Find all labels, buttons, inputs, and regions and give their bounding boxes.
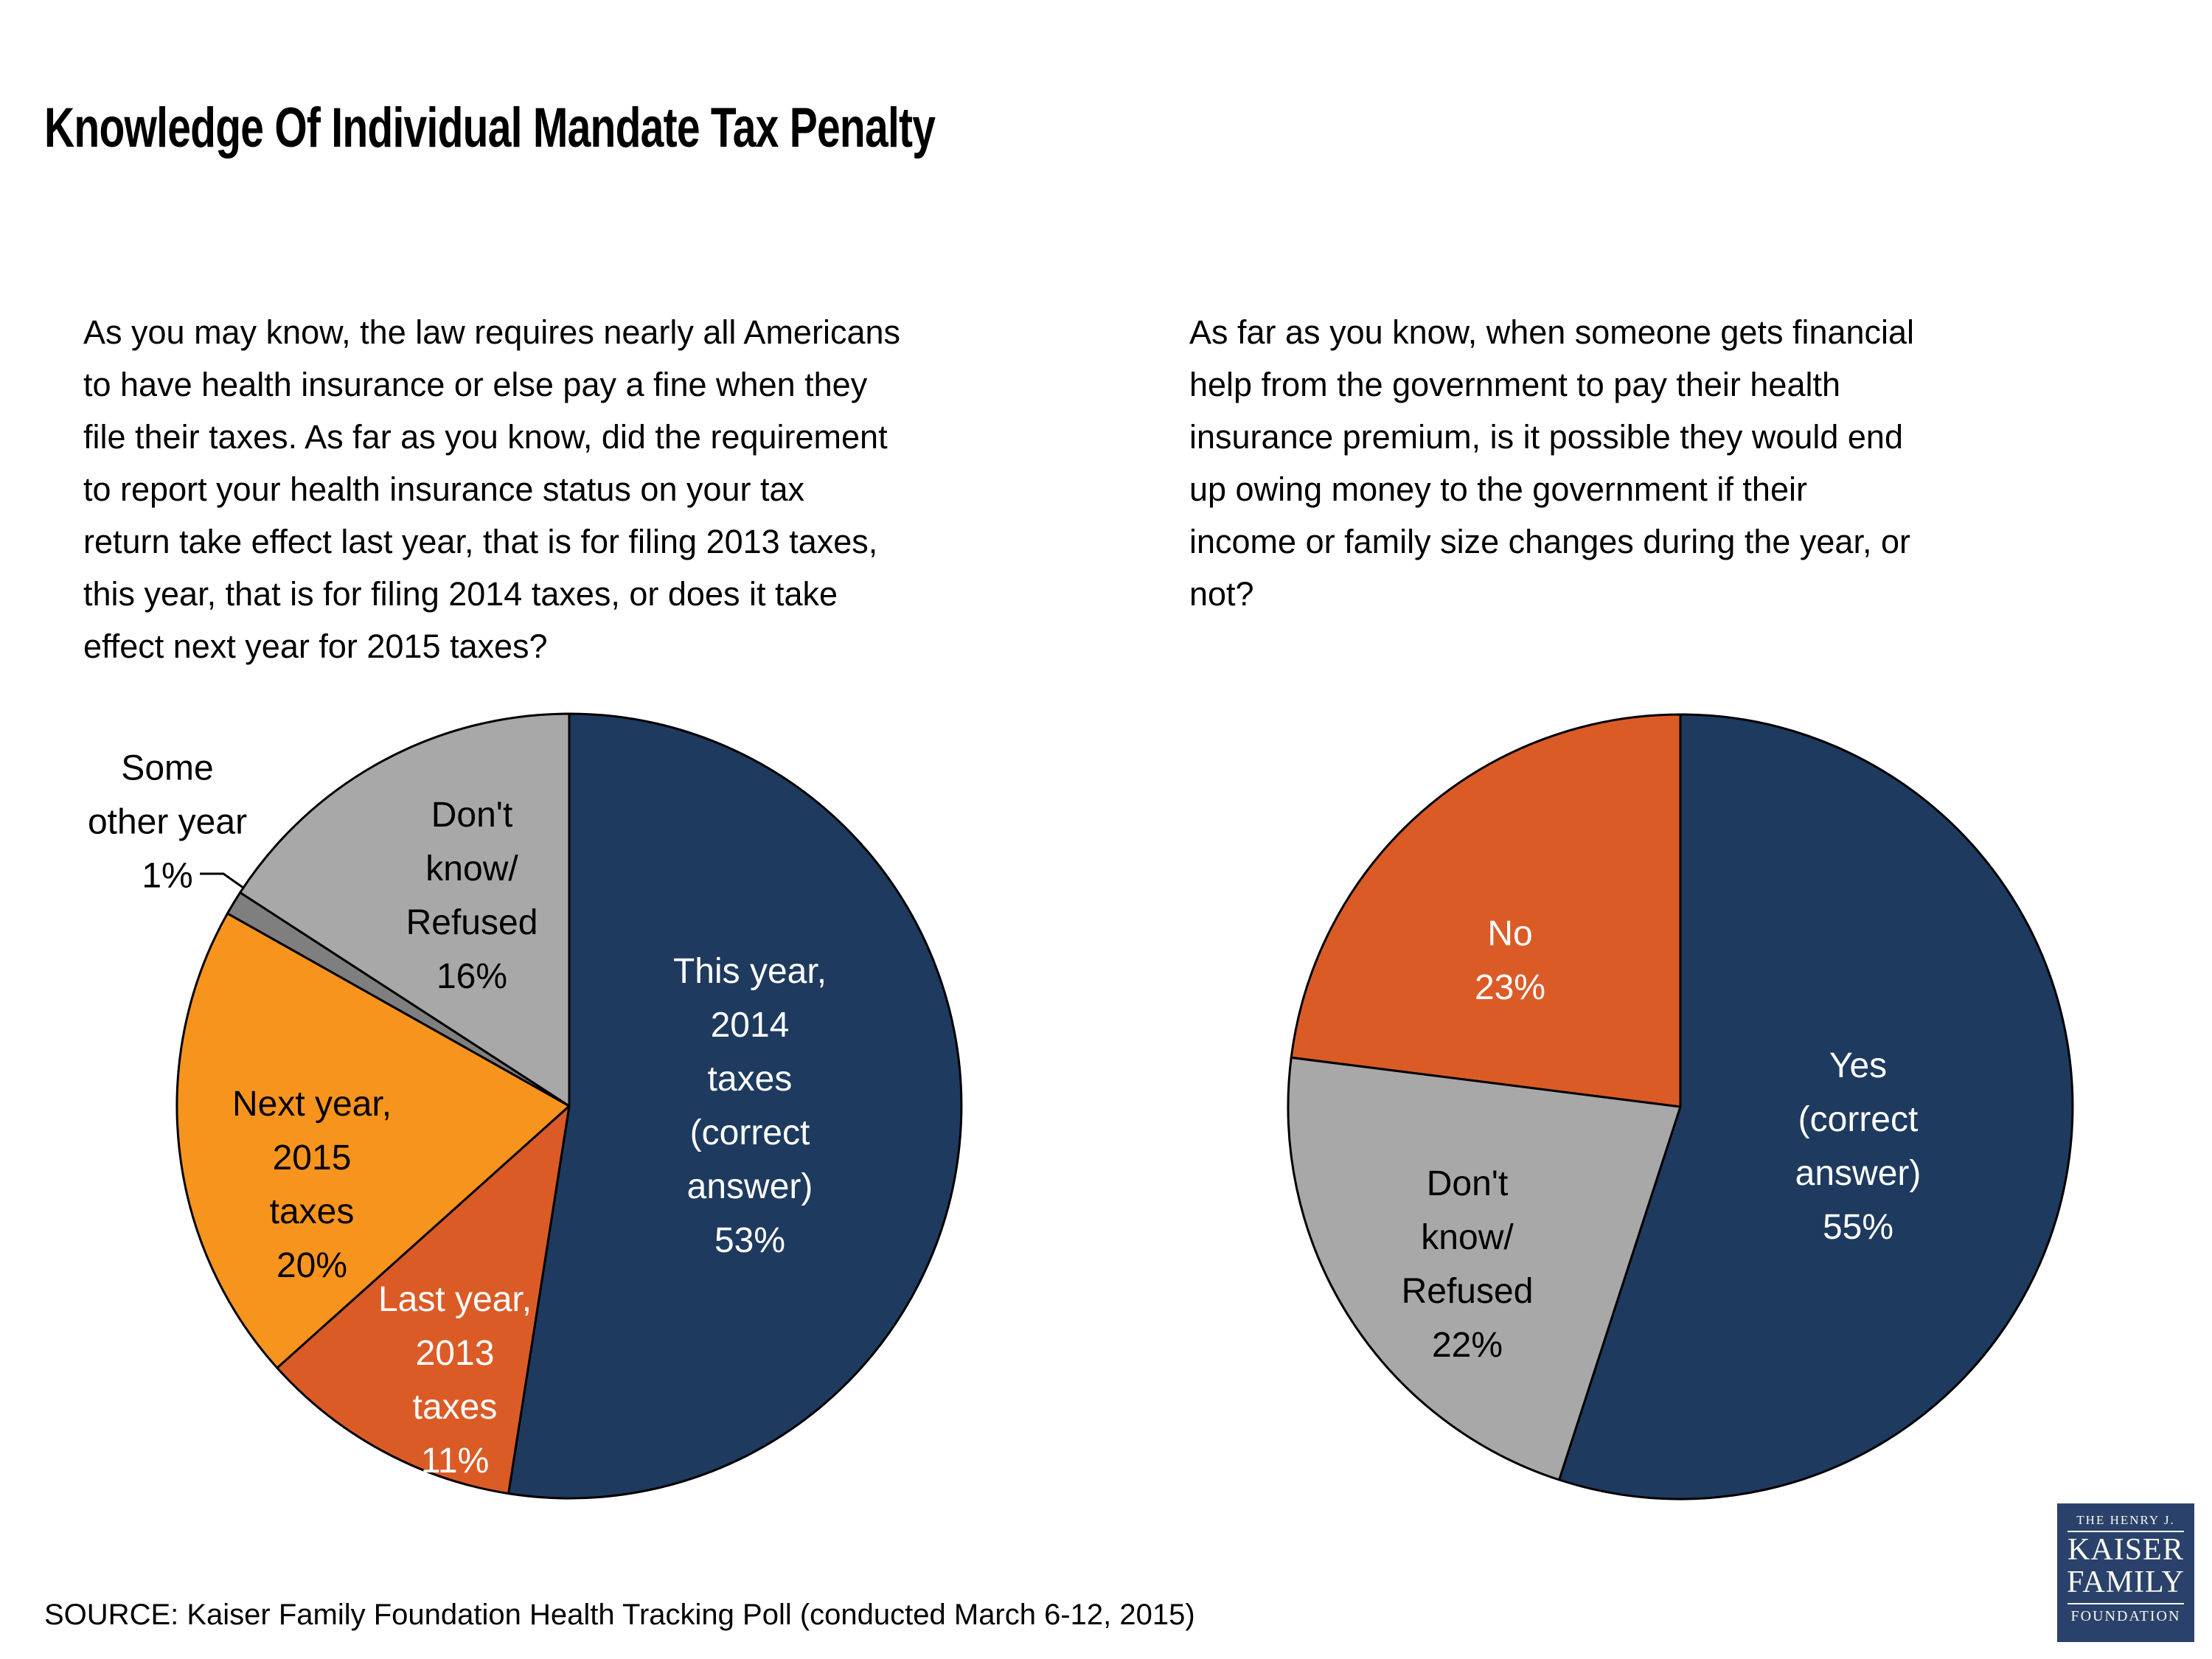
label-this-year-2014: This year, 2014 taxes (correct answer) 5… [672, 952, 827, 1260]
label-dont-know-right: Don't know/ Refused 22% [1401, 1164, 1534, 1365]
pie-slice-0 [507, 712, 963, 1500]
label-dont-know-left: Don't know/ Refused 16% [406, 796, 538, 996]
logo-kaiser-line: KAISER [2067, 1533, 2184, 1567]
label-some-other-year: Some other year 1% [87, 748, 248, 896]
logo-rule-top [2067, 1531, 2184, 1532]
logo-foundation-line: FOUNDATION [2070, 1608, 2181, 1625]
pie-slice-0 [1558, 713, 2074, 1500]
label-last-year-2013: Last year, 2013 taxes 11% [378, 1280, 532, 1481]
label-no: No 23% [1474, 914, 1546, 1007]
source-note: SOURCE: Kaiser Family Foundation Health … [44, 1599, 1195, 1631]
logo-henry-j-line: THE HENRY J. [2076, 1513, 2175, 1527]
pie-slice-1 [276, 1105, 571, 1495]
pie-slice-2 [175, 912, 571, 1369]
label-yes: Yes (correct answer) 55% [1795, 1046, 1921, 1247]
logo-family-line: FAMILY [2067, 1565, 2185, 1600]
leader-line-some-other-year [200, 872, 244, 889]
question-left: As you may know, the law requires nearly… [83, 313, 900, 665]
pie-slice-4 [239, 712, 571, 1107]
kff-logo: THE HENRY J. KAISER FAMILY FOUNDATION [2057, 1503, 2194, 1642]
question-right: As far as you know, when someone gets fi… [1189, 313, 1915, 613]
pie-chart-left [175, 712, 963, 1500]
logo-rule-bottom [2067, 1603, 2184, 1605]
pie-chart-right [1287, 713, 2074, 1500]
page-title: Knowledge Of Individual Mandate Tax Pena… [44, 97, 936, 159]
pie-slice-1 [1287, 1056, 1682, 1481]
label-next-year-2015: Next year, 2015 taxes 20% [232, 1085, 392, 1285]
pie-slice-2 [1290, 713, 1682, 1108]
